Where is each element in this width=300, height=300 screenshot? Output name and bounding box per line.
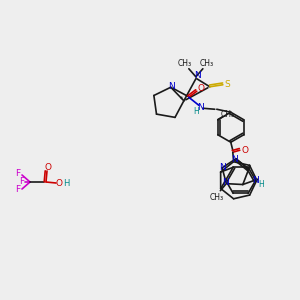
Text: CH₃: CH₃ — [209, 193, 224, 202]
Text: N: N — [231, 155, 238, 164]
Text: N: N — [194, 71, 201, 80]
Text: F: F — [20, 178, 25, 187]
Text: H: H — [193, 107, 199, 116]
Text: N: N — [197, 103, 204, 112]
Text: N: N — [219, 163, 226, 172]
Text: S: S — [224, 80, 230, 89]
Text: *: * — [180, 96, 184, 102]
Text: N: N — [222, 178, 229, 187]
Text: F: F — [15, 169, 21, 178]
Text: O: O — [241, 146, 248, 155]
Text: O: O — [56, 178, 62, 188]
Text: F: F — [15, 185, 21, 194]
Text: H: H — [63, 179, 69, 188]
Text: O: O — [44, 163, 52, 172]
Text: CH₃: CH₃ — [200, 59, 214, 68]
Text: H: H — [258, 180, 264, 189]
Text: CH₃: CH₃ — [221, 110, 235, 119]
Text: N: N — [168, 82, 175, 91]
Text: N: N — [252, 176, 259, 185]
Text: O: O — [197, 84, 204, 93]
Text: CH₃: CH₃ — [178, 59, 192, 68]
